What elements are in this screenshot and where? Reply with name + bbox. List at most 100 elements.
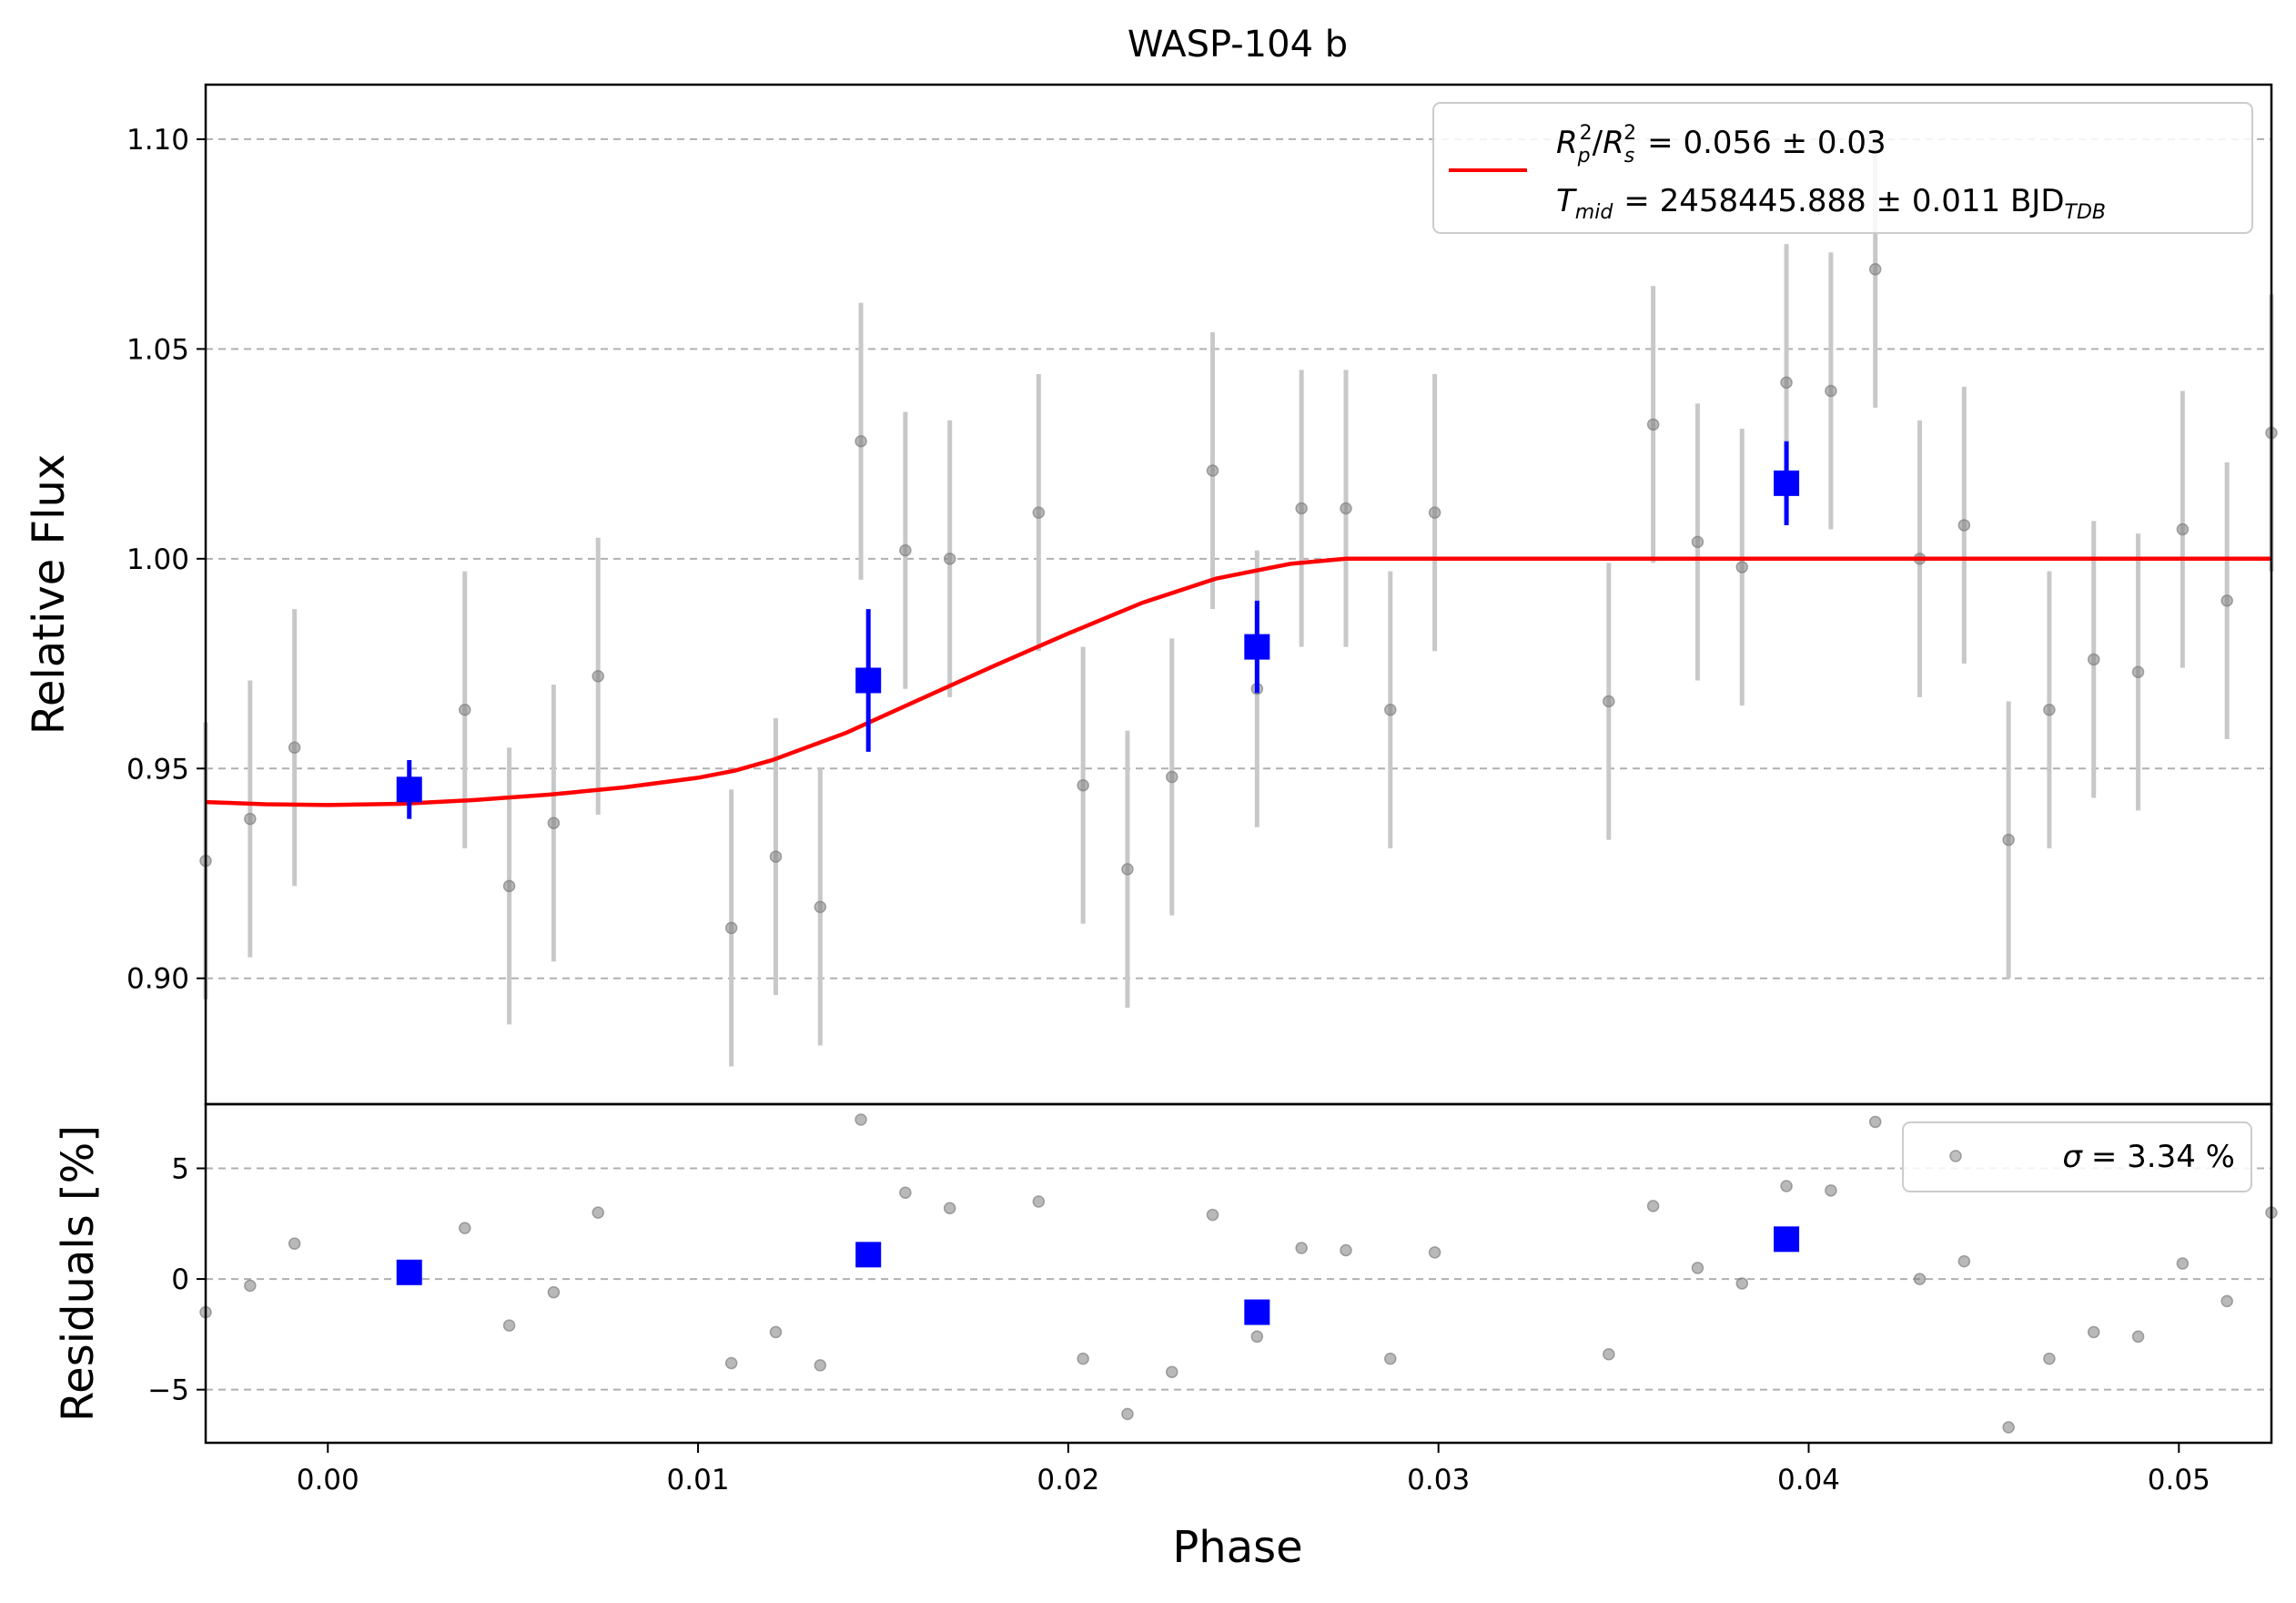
raw-point (855, 435, 867, 448)
chart-title: WASP-104 b (1128, 24, 1348, 66)
raw-point (2220, 594, 2233, 607)
raw-point (2002, 1421, 2015, 1434)
residuals-binned-points (396, 1226, 1800, 1325)
flux-legend-tmid: Tmid = 2458445.888 ± 0.011 BJDTDB (1556, 183, 2106, 224)
raw-point (2087, 653, 2100, 666)
flux-binned-points (396, 441, 1800, 819)
y-tick-label: 5 (171, 1153, 189, 1186)
raw-point (1340, 502, 1352, 515)
raw-point (547, 1285, 561, 1299)
raw-point (943, 1202, 956, 1215)
raw-point (502, 1319, 516, 1332)
raw-point (2176, 522, 2190, 536)
raw-point (1691, 1262, 1704, 1274)
raw-point (1825, 1184, 1837, 1197)
raw-point (724, 921, 738, 935)
x-tick-label: 0.04 (1777, 1464, 1840, 1496)
binned-point (1774, 1226, 1800, 1253)
flux-legend-depth: Rp2/Rs2 = 0.056 ± 0.03 (1556, 122, 1886, 167)
raw-point (1913, 1273, 1927, 1285)
raw-point (1121, 1407, 1134, 1421)
raw-point (1428, 1246, 1441, 1259)
raw-point (1166, 1365, 1178, 1378)
raw-point (288, 741, 301, 754)
raw-point (1206, 464, 1219, 477)
residuals-legend-marker (1949, 1150, 1962, 1162)
raw-point (1384, 703, 1397, 716)
raw-point (1428, 506, 1441, 519)
y-tick-label: 0.90 (126, 963, 189, 996)
binned-point (855, 1242, 882, 1268)
raw-point (502, 879, 516, 893)
raw-point (244, 812, 257, 826)
raw-point (2087, 1325, 2100, 1339)
binned-point (855, 667, 882, 694)
raw-point (1780, 1180, 1793, 1192)
raw-point (2131, 1330, 2145, 1344)
flux-legend: Rp2/Rs2 = 0.056 ± 0.03 Tmid = 2458445.888 … (1432, 102, 2253, 234)
y-tick-label: 1.05 (126, 333, 189, 366)
raw-point (814, 1359, 827, 1372)
raw-point (244, 1279, 257, 1293)
raw-point (1603, 695, 1615, 708)
y-tick-label: 0.95 (126, 753, 189, 786)
raw-point (2131, 665, 2145, 679)
residuals-legend: σ = 3.34 % (1902, 1121, 2252, 1192)
flux-legend-box (1432, 102, 2253, 234)
binned-point (396, 776, 422, 803)
raw-point (1780, 376, 1793, 389)
flux-gridlines (206, 137, 2271, 979)
x-axis-title: Phase (1172, 1522, 1302, 1573)
raw-point (288, 1237, 301, 1250)
model-line (205, 556, 2271, 807)
x-tick-label: 0.05 (2148, 1464, 2210, 1496)
flux-panel: 0.90 0.95 1.00 1.05 1.10 Relative Flux Rp2/R… (24, 83, 2278, 1106)
raw-point (1957, 519, 1971, 532)
raw-point (1295, 502, 1308, 515)
x-tick-label: 0.01 (667, 1464, 730, 1496)
raw-point (1250, 1330, 1264, 1344)
binned-point (1244, 1299, 1270, 1325)
raw-point (2043, 1352, 2056, 1365)
raw-point (769, 850, 783, 863)
raw-point (2176, 1257, 2190, 1270)
binned-point (396, 1259, 422, 1285)
raw-point (1077, 778, 1089, 792)
raw-point (1295, 1242, 1308, 1254)
raw-point (547, 817, 561, 829)
x-tick-label: 0.00 (297, 1464, 359, 1496)
raw-point (1077, 1352, 1089, 1365)
residuals-panel: 5 0 −5 Residuals [%] σ = 3.34 % (53, 1102, 2278, 1445)
raw-point (1032, 1195, 1046, 1208)
residuals-plot-frame (204, 1102, 2273, 1445)
flux-y-ticks: 0.90 0.95 1.00 1.05 1.10 (126, 124, 206, 996)
raw-point (1868, 1115, 1882, 1129)
binned-point (1774, 470, 1800, 496)
raw-point (459, 1222, 471, 1234)
raw-point (1735, 1277, 1749, 1290)
raw-point (1032, 506, 1046, 519)
raw-point (814, 900, 827, 914)
x-axis-ticks: 0.00 0.01 0.02 0.03 0.04 0.05 (297, 1443, 2210, 1496)
raw-point (724, 1356, 738, 1370)
raw-point (459, 703, 471, 716)
raw-point (2220, 1294, 2233, 1308)
residuals-raw-points (199, 1113, 2278, 1434)
y-tick-label: −5 (147, 1375, 189, 1407)
raw-point (1691, 535, 1704, 549)
raw-point (1340, 1243, 1352, 1257)
raw-point (2043, 703, 2056, 716)
raw-point (899, 543, 912, 557)
raw-point (1957, 1254, 1971, 1268)
raw-point (1825, 384, 1837, 398)
raw-point (1121, 863, 1134, 876)
raw-point (769, 1325, 783, 1339)
flux-plot-frame (204, 83, 2273, 1106)
residuals-legend-text: σ = 3.34 % (2062, 1139, 2235, 1175)
flux-model-curve (205, 556, 2271, 807)
y-tick-label: 0 (171, 1263, 189, 1296)
raw-point (1646, 1200, 1660, 1212)
raw-point (1646, 418, 1660, 431)
residuals-y-axis-title: Residuals [%] (53, 1125, 104, 1422)
